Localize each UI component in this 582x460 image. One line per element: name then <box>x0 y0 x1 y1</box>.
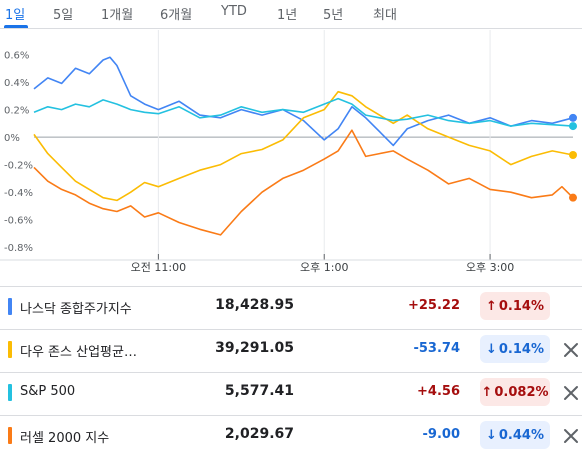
index-change: +25.22 <box>407 298 460 313</box>
x-axis-tick-labels: 오전 11:00 오후 1:00 오후 3:00 <box>131 261 515 274</box>
y-axis-tick-labels: 0.6% 0.4% 0.2% 0% -0.2% -0.4% -0.6% -0.8% <box>4 51 33 255</box>
arrow-up-icon: ↑ <box>481 384 493 400</box>
row-divider <box>0 329 582 330</box>
y-tick-label: -0.8% <box>4 243 33 254</box>
arrow-up-icon: ↑ <box>485 298 497 314</box>
x-tick-label: 오후 3:00 <box>466 261 514 274</box>
y-tick-label: 0% <box>4 133 20 144</box>
index-comparison-chart[interactable]: 0.6% 0.4% 0.2% 0% -0.2% -0.4% -0.6% -0.8% 오전 11… <box>0 30 582 282</box>
index-price: 39,291.05 <box>215 340 294 356</box>
row-divider <box>0 415 582 416</box>
index-row-sp500[interactable]: S&P 500 5,577.41 +4.56 ↑ 0.082% <box>0 372 582 416</box>
russell-color-swatch <box>8 427 12 444</box>
tab-1-day[interactable]: 1일 <box>5 8 26 23</box>
index-name: 다우 존스 산업평균지수 <box>20 345 145 360</box>
index-change: +4.56 <box>417 384 460 399</box>
index-change: -9.00 <box>422 427 460 442</box>
y-tick-label: 0.6% <box>4 51 29 62</box>
tab-ytd[interactable]: YTD <box>221 4 247 19</box>
x-tick-label: 오후 1:00 <box>300 261 348 274</box>
x-tick-label: 오전 11:00 <box>131 261 186 274</box>
series-end-marker-dow <box>569 151 577 160</box>
y-tick-label: 0.2% <box>4 106 29 117</box>
range-tabs: 1일 5일 1개월 6개월 YTD 1년 5년 최대 <box>0 0 582 30</box>
tab-5-years[interactable]: 5년 <box>323 8 344 23</box>
index-price: 2,029.67 <box>224 426 294 442</box>
series-end-marker-russell <box>569 193 577 202</box>
y-tick-label: -0.6% <box>4 216 33 227</box>
percent-change-badge: ↑ 0.082% <box>480 378 550 406</box>
y-tick-label: 0.4% <box>4 78 29 89</box>
dow-color-swatch <box>8 341 12 358</box>
percent-change-value: 0.14% <box>498 341 544 357</box>
percent-change-value: 0.082% <box>494 384 549 400</box>
close-icon[interactable] <box>561 383 581 403</box>
close-icon[interactable] <box>561 426 581 446</box>
tabs-divider <box>0 28 582 29</box>
chart-series <box>33 56 577 236</box>
percent-change-value: 0.14% <box>498 298 544 314</box>
index-row-russell[interactable]: 러셀 2000 지수 2,029.67 -9.00 ↓ 0.44% <box>0 415 582 459</box>
series-line-sp500 <box>33 97 574 127</box>
series-line-nasdaq <box>33 56 574 147</box>
tab-5-days[interactable]: 5일 <box>53 8 74 23</box>
index-name: 나스닥 종합주가지수 <box>20 302 132 317</box>
tab-1-month[interactable]: 1개월 <box>101 8 134 23</box>
index-name: S&P 500 <box>20 384 76 399</box>
series-end-marker-nasdaq <box>569 113 577 122</box>
close-icon[interactable] <box>561 340 581 360</box>
index-price: 18,428.95 <box>215 297 294 313</box>
sp500-color-swatch <box>8 384 12 401</box>
y-tick-label: -0.2% <box>4 161 33 172</box>
percent-change-badge: ↓ 0.44% <box>480 421 550 449</box>
chart-grid <box>0 30 582 261</box>
row-divider <box>0 372 582 373</box>
tab-6-months[interactable]: 6개월 <box>160 8 193 23</box>
arrow-down-icon: ↓ <box>485 341 497 357</box>
index-name: 러셀 2000 지수 <box>20 431 110 446</box>
percent-change-badge: ↑ 0.14% <box>480 292 550 320</box>
series-line-russell <box>33 129 574 236</box>
series-end-marker-sp500 <box>569 122 577 131</box>
row-divider <box>0 286 582 287</box>
tab-1-year[interactable]: 1년 <box>277 8 298 23</box>
arrow-down-icon: ↓ <box>485 427 497 443</box>
nasdaq-color-swatch <box>8 298 12 315</box>
percent-change-value: 0.44% <box>498 427 544 443</box>
y-tick-label: -0.4% <box>4 188 33 199</box>
percent-change-badge: ↓ 0.14% <box>480 335 550 363</box>
active-tab-indicator <box>4 25 28 28</box>
index-price: 5,577.41 <box>224 383 294 399</box>
index-row-nasdaq[interactable]: 나스닥 종합주가지수 18,428.95 +25.22 ↑ 0.14% <box>0 286 582 330</box>
index-change: -53.74 <box>413 341 460 356</box>
index-row-dow[interactable]: 다우 존스 산업평균지수 39,291.05 -53.74 ↓ 0.14% <box>0 329 582 373</box>
series-line-dow <box>33 90 574 202</box>
tab-max[interactable]: 최대 <box>373 8 397 23</box>
